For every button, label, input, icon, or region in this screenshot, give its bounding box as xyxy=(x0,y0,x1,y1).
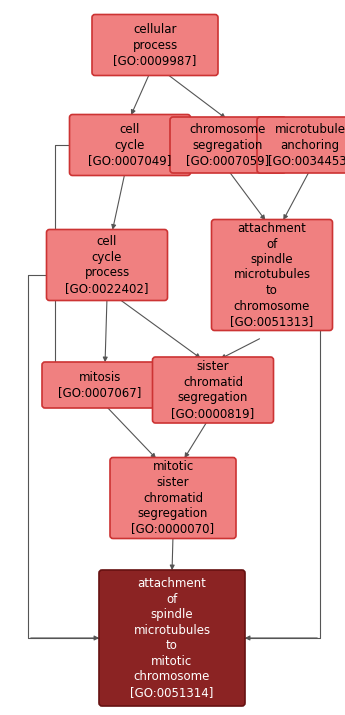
Text: mitosis
[GO:0007067]: mitosis [GO:0007067] xyxy=(58,371,142,399)
Text: mitotic
sister
chromatid
segregation
[GO:0000070]: mitotic sister chromatid segregation [GO… xyxy=(131,460,215,536)
FancyBboxPatch shape xyxy=(42,362,158,408)
Text: attachment
of
spindle
microtubules
to
mitotic
chromosome
[GO:0051314]: attachment of spindle microtubules to mi… xyxy=(130,577,214,699)
FancyBboxPatch shape xyxy=(257,117,345,173)
FancyBboxPatch shape xyxy=(170,117,286,173)
Text: chromosome
segregation
[GO:0007059]: chromosome segregation [GO:0007059] xyxy=(186,123,270,167)
Text: sister
chromatid
segregation
[GO:0000819]: sister chromatid segregation [GO:0000819… xyxy=(171,360,255,420)
FancyBboxPatch shape xyxy=(211,220,333,330)
Text: microtubule
anchoring
[GO:0034453]: microtubule anchoring [GO:0034453] xyxy=(268,123,345,167)
FancyBboxPatch shape xyxy=(152,357,274,423)
FancyBboxPatch shape xyxy=(110,458,236,538)
FancyBboxPatch shape xyxy=(92,14,218,76)
Text: cellular
process
[GO:0009987]: cellular process [GO:0009987] xyxy=(113,23,197,67)
Text: attachment
of
spindle
microtubules
to
chromosome
[GO:0051313]: attachment of spindle microtubules to ch… xyxy=(230,222,314,328)
Text: cell
cycle
[GO:0007049]: cell cycle [GO:0007049] xyxy=(88,123,172,167)
Text: cell
cycle
process
[GO:0022402]: cell cycle process [GO:0022402] xyxy=(65,235,149,295)
FancyBboxPatch shape xyxy=(47,230,168,300)
FancyBboxPatch shape xyxy=(69,114,190,175)
FancyBboxPatch shape xyxy=(99,570,245,706)
